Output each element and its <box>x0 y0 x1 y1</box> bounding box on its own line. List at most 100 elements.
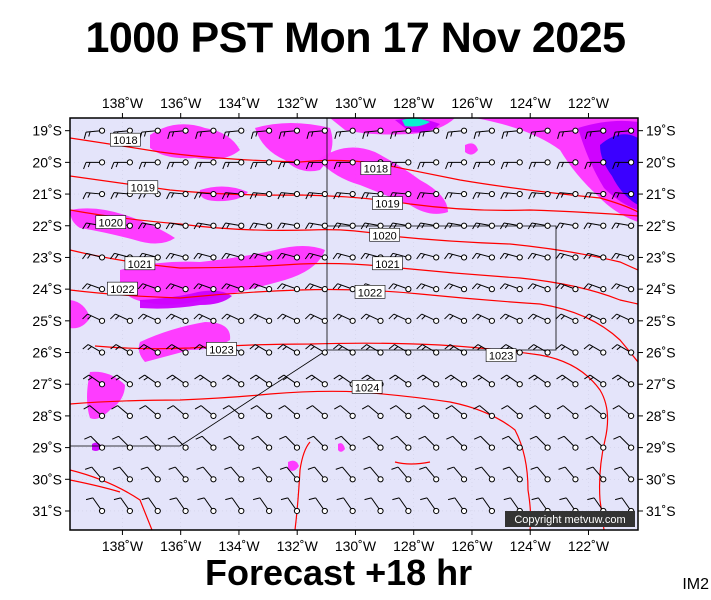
wind-barb <box>420 497 440 515</box>
wind-barb <box>279 435 301 451</box>
barb-station <box>154 127 161 134</box>
barb-station <box>238 317 245 324</box>
wind-barb <box>137 283 161 293</box>
barb-station <box>544 317 551 324</box>
barb-feather <box>419 466 427 470</box>
barb-station <box>154 159 161 166</box>
barb-station <box>377 222 384 229</box>
barb-feather <box>137 313 144 320</box>
wind-barb <box>417 405 440 420</box>
barb-feather <box>616 162 620 168</box>
barb-station <box>460 412 468 420</box>
barb-station <box>126 349 133 356</box>
isobar-pressure-labels: 1018 1019 1020 1021 1022 1023 1018 1019 1020 1021… <box>95 132 517 394</box>
barb-feather <box>532 223 537 229</box>
isobar-label-box <box>127 180 159 195</box>
barb-feather <box>588 315 593 320</box>
barb-feather <box>527 313 534 320</box>
barb-feather <box>253 497 261 501</box>
rain-area <box>255 123 333 172</box>
barb-station <box>628 190 635 198</box>
barb-feather <box>478 131 481 137</box>
barb-station <box>405 254 412 261</box>
barb-feather <box>304 313 311 320</box>
barb-station <box>460 222 468 229</box>
latitude-label-right: 22˚S <box>646 218 676 234</box>
barb-station <box>266 349 273 356</box>
barb-station <box>433 286 440 293</box>
barb-feather <box>226 315 231 320</box>
barb-feather <box>168 466 176 470</box>
wind-barb <box>82 313 106 324</box>
barb-station <box>293 286 301 293</box>
barb-feather <box>611 222 616 230</box>
wind-barb <box>499 313 523 324</box>
barb-feather <box>167 131 171 139</box>
isobar-label-text: 1018 <box>113 135 137 147</box>
wind-barb <box>332 252 356 261</box>
barb-station <box>405 444 412 451</box>
wind-barb <box>555 344 579 356</box>
barb-feather <box>505 131 509 137</box>
map-title: 1000 PST Mon 17 Nov 2025 <box>85 14 626 62</box>
barb-feather <box>362 435 370 440</box>
barb-feather <box>556 162 560 170</box>
wind-barb <box>473 405 495 420</box>
longitude-label-bottom: 134˚W <box>218 538 260 554</box>
barb-station <box>126 222 133 229</box>
isobar-label: 1021 <box>372 256 403 271</box>
barb-station <box>488 507 495 515</box>
barb-feather <box>142 223 147 229</box>
wind-barb <box>221 252 245 261</box>
barb-station <box>600 444 607 451</box>
barb-station <box>405 159 412 166</box>
barb-feather <box>338 192 342 198</box>
wind-barb <box>471 283 495 293</box>
wind-barb <box>611 222 635 230</box>
wind-barb <box>334 405 356 420</box>
wind-barb <box>112 466 133 483</box>
rain-area <box>70 300 90 329</box>
wind-barb <box>169 497 189 515</box>
barb-feather <box>282 376 288 381</box>
wind-barb <box>501 127 523 139</box>
barb-feather <box>332 313 339 320</box>
isobar-label-box <box>369 227 400 242</box>
barb-station <box>600 127 607 134</box>
barb-feather <box>613 435 621 440</box>
barb-feather <box>333 192 338 200</box>
barb-station <box>516 349 523 356</box>
barb-station <box>628 412 635 420</box>
barb-feather <box>446 435 453 440</box>
wind-barb <box>222 374 245 388</box>
barb-feather <box>416 283 422 290</box>
barb-feather <box>611 192 616 200</box>
barb-feather <box>250 162 254 170</box>
wind-barb <box>305 344 328 356</box>
barb-feather <box>421 284 426 290</box>
barb-station <box>433 159 440 166</box>
barb-feather <box>444 192 449 200</box>
barb-feather <box>473 131 477 139</box>
barb-feather <box>527 283 533 290</box>
wind-barb <box>195 127 217 139</box>
wind-barb <box>305 190 328 200</box>
wind-barb <box>277 313 301 324</box>
wind-barb <box>472 374 495 388</box>
barb-feather <box>561 376 566 381</box>
wind-barb <box>141 497 161 515</box>
barb-station <box>293 127 301 134</box>
barb-station <box>405 127 412 134</box>
wind-barb <box>556 374 579 388</box>
barb-feather <box>254 162 258 168</box>
latitude-label-right: 29˚S <box>646 440 676 456</box>
barb-feather <box>333 162 338 170</box>
isobar <box>294 441 311 530</box>
wind-barb <box>611 252 635 261</box>
barb-station <box>321 476 328 483</box>
wind-barb <box>166 405 189 420</box>
isobar-label-text: 1021 <box>128 259 152 271</box>
barb-station <box>377 476 384 483</box>
barb-station <box>628 254 635 261</box>
